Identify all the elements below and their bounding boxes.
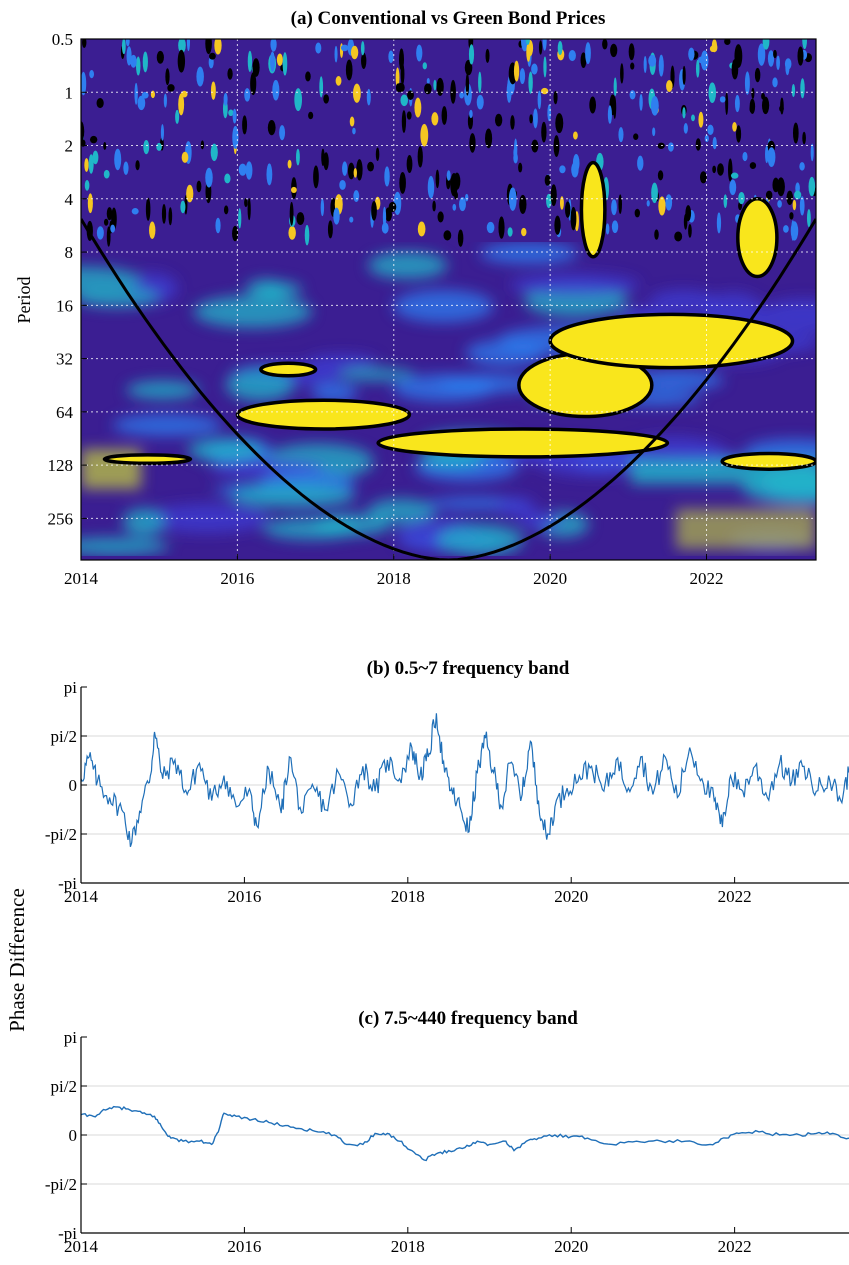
ytick-label-c-1: pi/2 <box>51 1077 77 1096</box>
xtick-label-c-3: 2020 <box>554 1237 588 1256</box>
panel-b-title: (b) 0.5~7 frequency band <box>367 658 570 679</box>
xtick-label-a-3: 2020 <box>533 569 567 588</box>
panel-a-frame <box>80 38 817 561</box>
significant-region-7 <box>720 451 816 471</box>
xtick-label-a-2: 2018 <box>377 569 411 588</box>
ytick-label-c-0: pi <box>64 1028 78 1047</box>
wavelet-power-heatmap <box>81 39 816 560</box>
significant-region-9 <box>736 197 779 279</box>
panel-a-ylabel: Period <box>14 277 34 324</box>
significant-region-5 <box>259 361 318 378</box>
ytick-label-a-6: 32 <box>56 350 73 369</box>
significant-region-6 <box>102 453 193 466</box>
panel-a: (a) Conventional vs Green Bond Prices 0.… <box>14 8 817 588</box>
series-line-c <box>81 1105 849 1162</box>
ytick-label-b-1: pi/2 <box>51 727 77 746</box>
panel-a-title: (a) Conventional vs Green Bond Prices <box>291 8 606 29</box>
xtick-label-a-1: 2016 <box>220 569 254 588</box>
ytick-label-a-1: 1 <box>65 83 74 102</box>
xtick-label-c-4: 2022 <box>718 1237 752 1256</box>
significant-region-1 <box>235 398 412 431</box>
series-line-b <box>81 713 849 847</box>
xtick-label-c-2: 2018 <box>391 1237 425 1256</box>
ytick-label-a-8: 128 <box>48 456 74 475</box>
ytick-label-a-2: 2 <box>65 137 74 156</box>
xtick-label-b-2: 2018 <box>391 887 425 906</box>
ytick-label-a-9: 256 <box>48 509 74 528</box>
ytick-label-b-3: -pi/2 <box>45 825 77 844</box>
ytick-label-b-4: -pi <box>58 874 77 893</box>
xtick-label-a-0: 2014 <box>64 569 99 588</box>
panel-b: (b) 0.5~7 frequency band pi pi/2 0 -pi/2 -pi… <box>45 658 849 906</box>
xtick-label-b-0: 2014 <box>64 887 99 906</box>
xtick-label-c-0: 2014 <box>64 1237 99 1256</box>
ytick-label-a-5: 16 <box>56 296 73 315</box>
ytick-label-c-4: -pi <box>58 1224 77 1243</box>
shared-ylabel: Phase Difference <box>5 888 29 1032</box>
panel-c-title: (c) 7.5~440 frequency band <box>358 1008 578 1029</box>
ytick-label-b-0: pi <box>64 678 78 697</box>
xtick-label-b-3: 2020 <box>554 887 588 906</box>
ytick-label-c-2: 0 <box>69 1126 78 1145</box>
ytick-label-c-3: -pi/2 <box>45 1175 77 1194</box>
significant-region-2 <box>376 427 670 459</box>
cone-of-influence <box>81 218 816 560</box>
significant-region-4 <box>548 312 795 370</box>
significant-region-8 <box>579 160 607 259</box>
xtick-label-c-1: 2016 <box>227 1237 261 1256</box>
ytick-label-a-0: 0.5 <box>52 30 73 49</box>
xtick-label-a-4: 2022 <box>690 569 724 588</box>
ytick-label-a-3: 4 <box>65 190 74 209</box>
panel-c: (c) 7.5~440 frequency band pi pi/2 0 -pi/2 -… <box>45 1008 849 1256</box>
ytick-label-a-4: 8 <box>65 243 74 262</box>
xtick-label-b-1: 2016 <box>227 887 261 906</box>
xtick-label-b-4: 2022 <box>718 887 752 906</box>
ytick-label-b-2: 0 <box>69 776 78 795</box>
ytick-label-a-7: 64 <box>56 403 74 422</box>
